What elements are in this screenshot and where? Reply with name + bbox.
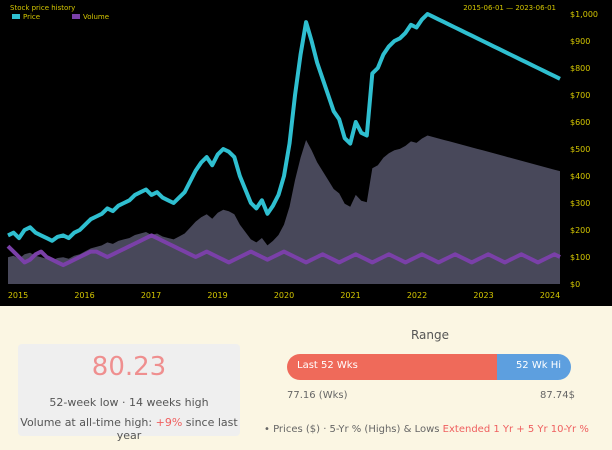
y-tick-label: $1,000 (570, 10, 598, 19)
y-tick-label: $600 (570, 118, 590, 127)
legend-swatch (12, 14, 20, 19)
range-bar-low-segment: Last 52 Wks (287, 354, 498, 380)
range-left-label: Last 52 Wks (297, 360, 358, 371)
stat-card: 80.23 52-week low · 14 weeks high Volume… (18, 344, 240, 442)
y-tick-label: $400 (570, 172, 590, 181)
y-tick-label: $700 (570, 91, 590, 100)
price-series-line (7, 12, 561, 243)
y-tick-label: $300 (570, 199, 590, 208)
stat-summary: 52-week low · 14 weeks high (49, 396, 209, 409)
stat-volume-suffix: since last year (116, 416, 238, 442)
bottom-legend-text: • Prices ($) · 5-Yr % (Highs) & Lows (264, 424, 440, 435)
x-tick-label: 2021 (340, 291, 360, 300)
price-chart: $1,000 $900 $800 $700 $600 $500 $400 $300 $200 $1… (6, 4, 598, 300)
legend-series-label: Price (23, 13, 40, 21)
range-right-label: 52 Wk Hi (515, 360, 561, 371)
bottom-legend: • Prices ($) · 5-Yr % (Highs) & Lows Ext… (264, 424, 589, 435)
legend-series-label: Volume (83, 13, 109, 21)
volume-series-line (6, 233, 561, 268)
price-chart-panel: $1,000 $900 $800 $700 $600 $500 $400 $300 $200 $1… (0, 0, 612, 306)
x-tick-label: 2020 (274, 291, 294, 300)
x-tick-label: 2017 (141, 291, 161, 300)
legend-swatch (72, 14, 80, 19)
x-tick-label: 2022 (407, 291, 427, 300)
x-tick-label: 2019 (207, 291, 227, 300)
x-tick-label: 2023 (473, 291, 493, 300)
range-high-value: 87.74$ (540, 390, 575, 401)
stat-volume-highlight: +9% (155, 416, 183, 429)
x-tick-label: 2024 (540, 291, 560, 300)
y-tick-label: $800 (570, 64, 590, 73)
y-tick-label: $100 (570, 253, 590, 262)
x-tick-label: 2016 (74, 291, 94, 300)
chart-date-range: 2015-06-01 — 2023-06-01 (463, 4, 556, 12)
y-tick-label: $200 (570, 226, 590, 235)
stats-area: 80.23 52-week low · 14 weeks high Volume… (0, 306, 612, 450)
y-tick-label: $900 (570, 37, 590, 46)
range-bar-high-segment: 52 Wk Hi (497, 354, 571, 380)
bottom-legend-highlight: Extended 1 Yr + 5 Yr 10-Yr % (442, 424, 589, 435)
x-tick-label: 2015 (8, 291, 28, 300)
range-title: Range (410, 328, 450, 342)
price-shadow-area (8, 135, 560, 284)
price-value: 80.23 (91, 352, 167, 382)
stat-volume-line: Volume at all-time high: +9% since last … (18, 416, 240, 442)
range-bar: Last 52 Wks 52 Wk Hi (287, 354, 571, 380)
y-tick-label: $0 (570, 280, 580, 289)
chart-legend-title: Stock price history (10, 4, 75, 12)
stat-volume-prefix: Volume at all-time high: (20, 416, 153, 429)
y-tick-label: $500 (570, 145, 590, 154)
range-low-value: 77.16 (Wks) (287, 390, 348, 401)
